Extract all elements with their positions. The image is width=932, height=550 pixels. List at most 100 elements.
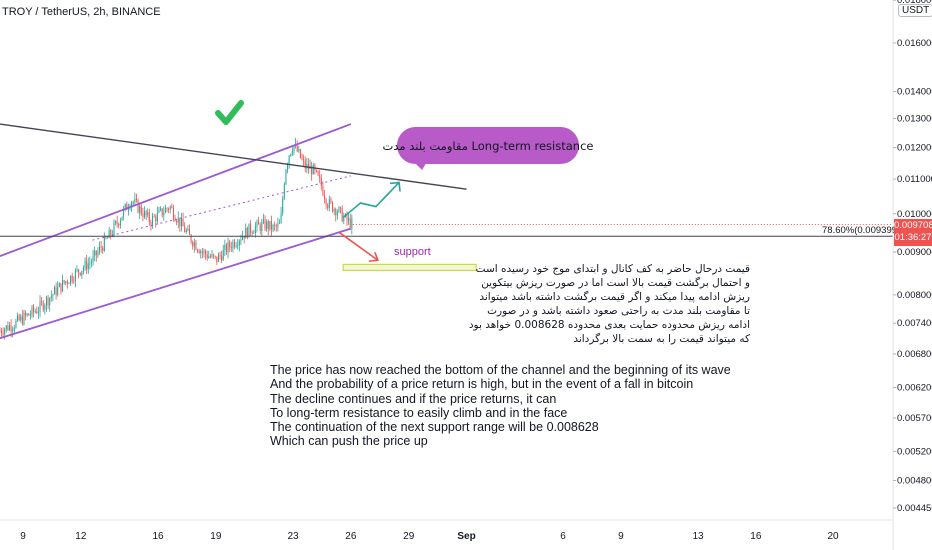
candle-body: [169, 206, 171, 210]
candle-body: [333, 209, 335, 212]
candle-body: [17, 315, 19, 321]
candle-body: [152, 216, 154, 226]
candle-body: [216, 256, 218, 262]
candle-body: [116, 221, 118, 224]
candle-body: [291, 151, 293, 154]
candle-body: [227, 242, 229, 253]
candle-body: [99, 246, 100, 252]
candle-body: [41, 301, 43, 303]
candle-body: [253, 233, 255, 234]
candle-body: [324, 195, 325, 200]
candle-body: [205, 250, 207, 255]
candle-body: [119, 220, 121, 226]
candle-body: [211, 254, 213, 257]
candle-body: [172, 207, 174, 219]
projection-down-arrow: [338, 231, 379, 261]
candle-body: [15, 320, 17, 328]
candle-body: [103, 236, 105, 251]
candles-group: [0, 138, 353, 340]
candle-body: [299, 149, 301, 158]
candle-body: [254, 226, 256, 234]
candle-body: [184, 226, 186, 233]
candle-body: [335, 209, 337, 216]
candle-body: [343, 216, 345, 222]
candle-body: [182, 218, 184, 227]
candle-body: [84, 260, 86, 268]
fib-level-label: 78.60%(0.009399): [822, 225, 901, 236]
english-analysis-note[interactable]: The price has now reached the bottom of …: [270, 363, 731, 449]
time-axis-label: 12: [75, 531, 87, 542]
candle-body: [315, 170, 317, 172]
candle-body: [131, 202, 133, 208]
candle-body: [105, 236, 107, 239]
candle-body: [200, 251, 202, 254]
candle-body: [336, 211, 338, 216]
candle-body: [203, 250, 205, 253]
candle-body: [86, 260, 88, 270]
candle-body: [282, 198, 284, 214]
candle-body: [50, 296, 52, 298]
persian-analysis-note[interactable]: قیمت درحال حاضر به کف کانال و ابتدای موج…: [469, 262, 750, 346]
candle-body: [198, 250, 200, 254]
candle-body: [127, 208, 129, 210]
price-axis-label: 0.004450: [897, 503, 932, 514]
candle-body: [311, 165, 313, 175]
long-term-resistance-line: [0, 123, 467, 190]
persian-note-line: تا مقاومت بلند مدت به راحتی صعود داشته ب…: [487, 305, 750, 317]
symbol-title[interactable]: TROY / TetherUS, 2h, BINANCE: [2, 6, 161, 18]
candle-body: [303, 159, 305, 161]
candle-body: [217, 254, 219, 262]
channel-mid-line: [92, 175, 351, 241]
channel-upper-line: [0, 123, 352, 257]
candle-body: [304, 160, 306, 169]
english-note-line: The decline continues and if the price r…: [270, 391, 557, 406]
drawing-lines-group: [0, 100, 893, 340]
candle-body: [259, 224, 261, 231]
candle-body: [9, 325, 10, 331]
candle-body: [161, 208, 163, 216]
candle-body: [110, 230, 112, 236]
candle-body: [12, 329, 14, 331]
candle-body: [267, 221, 269, 230]
candle-body: [57, 287, 59, 296]
candle-body: [66, 281, 68, 284]
candle-body: [155, 216, 157, 222]
candle-body: [320, 177, 322, 187]
candle-body: [232, 241, 234, 249]
candle-body: [7, 325, 9, 331]
time-axis-label: 6: [560, 531, 566, 542]
candle-body: [63, 280, 65, 283]
candle-body: [192, 242, 194, 247]
candle-body: [168, 208, 170, 210]
candle-body: [272, 225, 274, 230]
candle-body: [225, 244, 227, 253]
candle-body: [262, 219, 264, 223]
time-axis-label: 19: [210, 531, 222, 542]
candle-body: [135, 198, 137, 200]
candle-body: [285, 169, 287, 185]
candle-body: [206, 254, 208, 259]
time-axis-label: 29: [403, 531, 415, 542]
candle-body: [13, 327, 15, 330]
currency-badge[interactable]: USDT: [898, 4, 932, 17]
candle-body: [237, 245, 239, 247]
candle-body: [10, 325, 12, 331]
candle-body: [108, 230, 110, 238]
candle-body: [243, 236, 245, 239]
candle-body: [95, 250, 97, 256]
candle-body: [78, 269, 80, 273]
candle-body: [328, 199, 330, 208]
candle-body: [319, 175, 321, 178]
candle-body: [160, 208, 162, 210]
resistance-callout[interactable]: مقاومت بلند مدت Long-term resistance: [383, 127, 593, 164]
candle-body: [142, 213, 144, 218]
time-axis-label: 9: [618, 531, 624, 542]
support-label[interactable]: support: [394, 246, 431, 258]
time-axis-label: 23: [287, 531, 299, 542]
candle-body: [31, 306, 33, 315]
